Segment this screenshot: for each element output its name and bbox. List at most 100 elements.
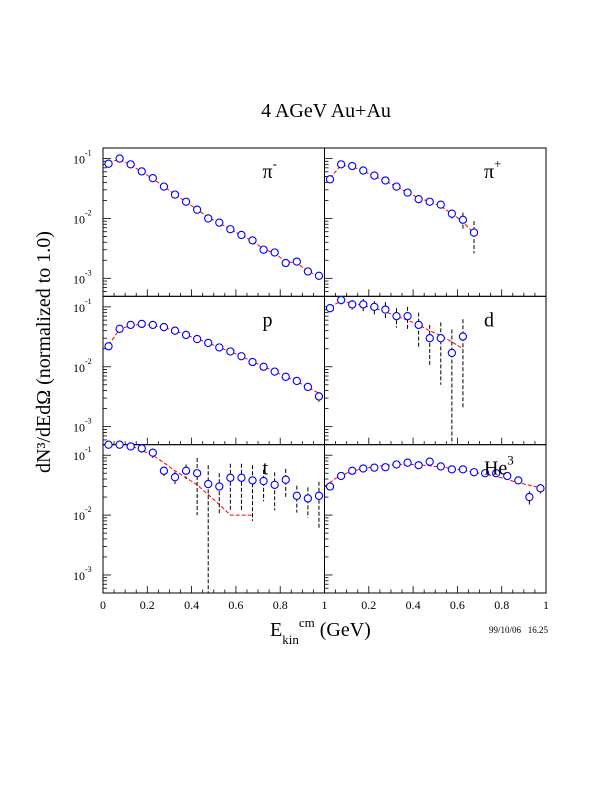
panel-label: t: [262, 458, 268, 480]
y-tick-label-base: 10: [73, 421, 85, 435]
x-tick-label: 0.8: [494, 598, 509, 612]
y-axis-label: dN³/dEdΩ (normalized to 1.0): [33, 231, 55, 473]
data-point: [104, 159, 113, 168]
panel-bottom-left: 10-110-210-3t: [73, 440, 325, 594]
data-point: [148, 448, 157, 457]
y-tick-label-exp: -1: [85, 149, 92, 158]
y-tick-label-exp: -2: [85, 357, 92, 366]
data-point: [370, 171, 379, 180]
panel-frame: [102, 147, 325, 297]
data-point: [192, 469, 202, 478]
data-point: [447, 209, 457, 218]
data-point: [281, 475, 290, 484]
panel-label: π+: [484, 156, 501, 183]
data-point: [314, 271, 324, 280]
data-point: [215, 482, 224, 491]
y-tick-label: 10-1: [73, 149, 92, 167]
data-point: [170, 473, 180, 482]
data-point: [359, 166, 368, 175]
data-point: [469, 468, 479, 477]
x-tick-label: 0: [100, 598, 106, 612]
data-point: [381, 305, 390, 314]
data-point: [458, 215, 468, 224]
y-tick-label-base: 10: [73, 153, 85, 167]
y-tick-label-base: 10: [73, 301, 85, 315]
y-tick-label-base: 10: [73, 449, 85, 463]
data-point: [192, 334, 202, 344]
data-point: [403, 188, 412, 197]
data-point: [226, 347, 235, 356]
y-tick-label-exp: -1: [85, 297, 92, 306]
y-tick-label-exp: -2: [85, 208, 92, 217]
y-tick-label-base: 10: [73, 272, 85, 286]
data-point: [403, 458, 412, 467]
y-tick-label: 10-2: [73, 208, 92, 226]
data-point: [137, 319, 146, 329]
data-point: [159, 322, 169, 332]
data-point: [436, 200, 445, 209]
data-point: [204, 338, 213, 348]
data-point: [159, 182, 169, 191]
x-axis-label-base: E: [270, 619, 282, 641]
data-point: [215, 343, 224, 352]
panel-frame: [324, 147, 547, 297]
data-point: [204, 214, 213, 223]
panel-label-sup: -: [273, 156, 277, 171]
data-point: [126, 160, 135, 169]
timestamp: 99/10/06 16.25: [489, 625, 549, 635]
x-axis-label-unit: (GeV): [315, 619, 371, 641]
data-point: [292, 491, 301, 500]
model-curve: [324, 464, 547, 490]
data-point: [292, 257, 301, 266]
y-tick-label-base: 10: [73, 212, 85, 226]
data-point: [137, 444, 146, 453]
data-point: [137, 167, 146, 176]
x-tick-label: 0.4: [406, 598, 421, 612]
data-point: [381, 463, 390, 472]
model-curve: [108, 323, 320, 394]
y-tick-label-exp: -3: [85, 565, 92, 574]
data-point: [414, 320, 423, 330]
data-point: [514, 476, 523, 485]
chart-title: 4 AGeV Au+Au: [261, 100, 391, 122]
data-point: [215, 218, 224, 227]
data-point: [270, 480, 279, 489]
panel-label-sup: +: [494, 156, 501, 171]
panels: 10-110-210-3π-π+10-110-210-3p d10-110-210…: [73, 147, 549, 612]
data-point: [204, 479, 213, 489]
data-point: [392, 312, 401, 321]
data-point: [336, 160, 346, 169]
data-point: [525, 492, 534, 502]
data-point: [348, 466, 357, 475]
data-point: [303, 494, 313, 503]
panel-label-base: π: [262, 161, 272, 183]
y-tick-label: 10-3: [73, 268, 92, 286]
data-point: [270, 367, 279, 376]
data-point: [181, 330, 191, 340]
data-point: [458, 332, 468, 341]
panel-frame: [324, 295, 547, 446]
data-point: [314, 491, 324, 500]
data-point: [436, 462, 445, 471]
model-curve: [329, 164, 475, 234]
data-point: [348, 161, 357, 171]
y-tick-label: 10-3: [73, 417, 92, 435]
data-point: [259, 476, 268, 486]
data-point: [370, 302, 379, 312]
data-point: [348, 300, 357, 309]
data-point: [359, 464, 368, 473]
y-tick-label-base: 10: [73, 509, 85, 523]
x-tick-label: 0.8: [273, 598, 288, 612]
data-point: [303, 267, 313, 276]
data-point: [126, 442, 135, 451]
data-point: [148, 174, 157, 183]
y-tick-label: 10-1: [73, 297, 92, 315]
data-point: [303, 382, 313, 392]
panel-middle-left: 10-110-210-3p: [73, 295, 325, 446]
data-point: [414, 461, 423, 470]
y-tick-label-base: 10: [73, 361, 85, 375]
x-tick-label: 0.6: [228, 598, 243, 612]
panel-label-sup: 3: [507, 453, 513, 468]
data-point: [248, 236, 257, 245]
data-point: [115, 154, 124, 163]
